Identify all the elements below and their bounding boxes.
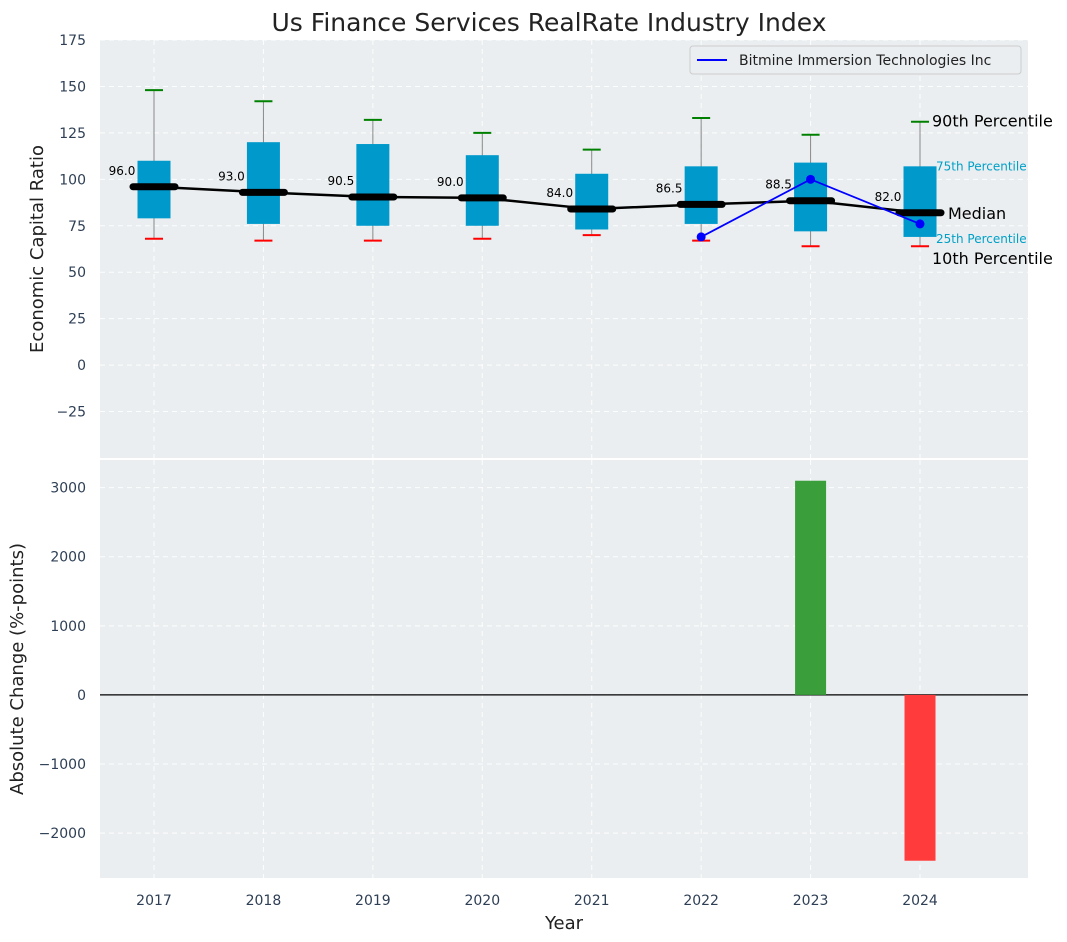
y-tick-label: −1000: [39, 757, 86, 773]
p90-annotation: 90th Percentile: [932, 112, 1053, 131]
company-series: [696, 174, 925, 242]
legend: Bitmine Immersion Technologies Inc: [689, 45, 1022, 75]
y-tick-label: −2000: [39, 826, 86, 842]
y-tick-label: 100: [59, 172, 86, 188]
y-tick-label: 125: [59, 126, 86, 142]
median-value-label: 96.0: [109, 164, 136, 178]
legend-box: [689, 45, 1022, 75]
median-value-label: 82.0: [875, 190, 902, 204]
y-tick-label: 75: [68, 219, 86, 235]
median-value-label: 90.5: [328, 174, 355, 188]
y-tick-label: −25: [56, 405, 86, 421]
y-tick-label: 25: [68, 312, 86, 328]
company-point: [915, 219, 925, 229]
iqr-box: [575, 173, 609, 230]
median-value-label: 93.0: [218, 169, 245, 183]
x-tick-label: 2017: [136, 893, 172, 909]
box-plot-y-axis-label: Economic Capital Ratio: [27, 145, 48, 353]
median-value-label: 90.0: [437, 175, 464, 189]
iqr-box: [684, 166, 718, 224]
p75-annotation: 75th Percentile: [936, 159, 1027, 173]
x-tick-label: 2021: [574, 893, 610, 909]
legend-label: Bitmine Immersion Technologies Inc: [739, 53, 991, 69]
iqr-box: [356, 144, 390, 226]
iqr-box: [465, 155, 499, 226]
x-tick-label: 2020: [464, 893, 500, 909]
y-tick-label: 175: [59, 33, 86, 49]
change-bar: [904, 694, 936, 861]
p25-annotation: 25th Percentile: [936, 232, 1027, 246]
box-plot-panel: −25 0 25 50 75 100 125 150 175 96.0 93.0 90.5 90.0 8…: [27, 33, 1053, 458]
change-bars: [100, 480, 1028, 861]
iqr-box: [794, 162, 828, 232]
company-point: [696, 232, 706, 242]
x-axis-label: Year: [544, 913, 584, 934]
y-tick-label: 2000: [50, 550, 86, 566]
change-bar-y-axis-label: Absolute Change (%-points): [7, 543, 28, 795]
x-tick-label: 2022: [683, 893, 719, 909]
p10-annotation: 10th Percentile: [932, 249, 1053, 268]
median-annotation: Median: [948, 204, 1006, 223]
change-bar: [795, 480, 827, 695]
median-value-label: 84.0: [546, 186, 573, 200]
percentile-annotations: 90th Percentile 75th Percentile Median 25th…: [932, 112, 1053, 268]
x-axis-ticks: 2017 2018 2019 2020 2021 2022 2023 2024: [136, 893, 938, 909]
iqr-box: [246, 142, 280, 224]
box-plot-grid: [100, 39, 1028, 458]
box-plot-background: [100, 40, 1028, 458]
y-tick-label: 150: [59, 79, 86, 95]
company-point: [806, 174, 816, 184]
change-bar-panel: −2000 −1000 0 1000 2000 3000 2017 2018 2019 2020…: [7, 460, 1028, 934]
x-tick-label: 2024: [902, 893, 938, 909]
y-tick-label: 0: [77, 358, 86, 374]
y-tick-label: 1000: [50, 619, 86, 635]
change-bar-background: [100, 460, 1028, 878]
x-tick-label: 2018: [246, 893, 282, 909]
box-plot-y-ticks: −25 0 25 50 75 100 125 150 175: [56, 33, 86, 421]
y-tick-label: 50: [68, 265, 86, 281]
x-tick-label: 2023: [793, 893, 829, 909]
chart-title: Us Finance Services RealRate Industry In…: [272, 8, 827, 37]
y-tick-label: 0: [77, 688, 86, 704]
y-tick-label: 3000: [50, 481, 86, 497]
x-tick-label: 2019: [355, 893, 391, 909]
box-plot-boxes: 96.0 93.0 90.5 90.0 84.0 86.5 88.5 82.0: [109, 89, 945, 248]
change-bar-y-ticks: −2000 −1000 0 1000 2000 3000: [39, 481, 86, 842]
median-value-label: 88.5: [765, 178, 792, 192]
median-value-label: 86.5: [656, 181, 683, 195]
